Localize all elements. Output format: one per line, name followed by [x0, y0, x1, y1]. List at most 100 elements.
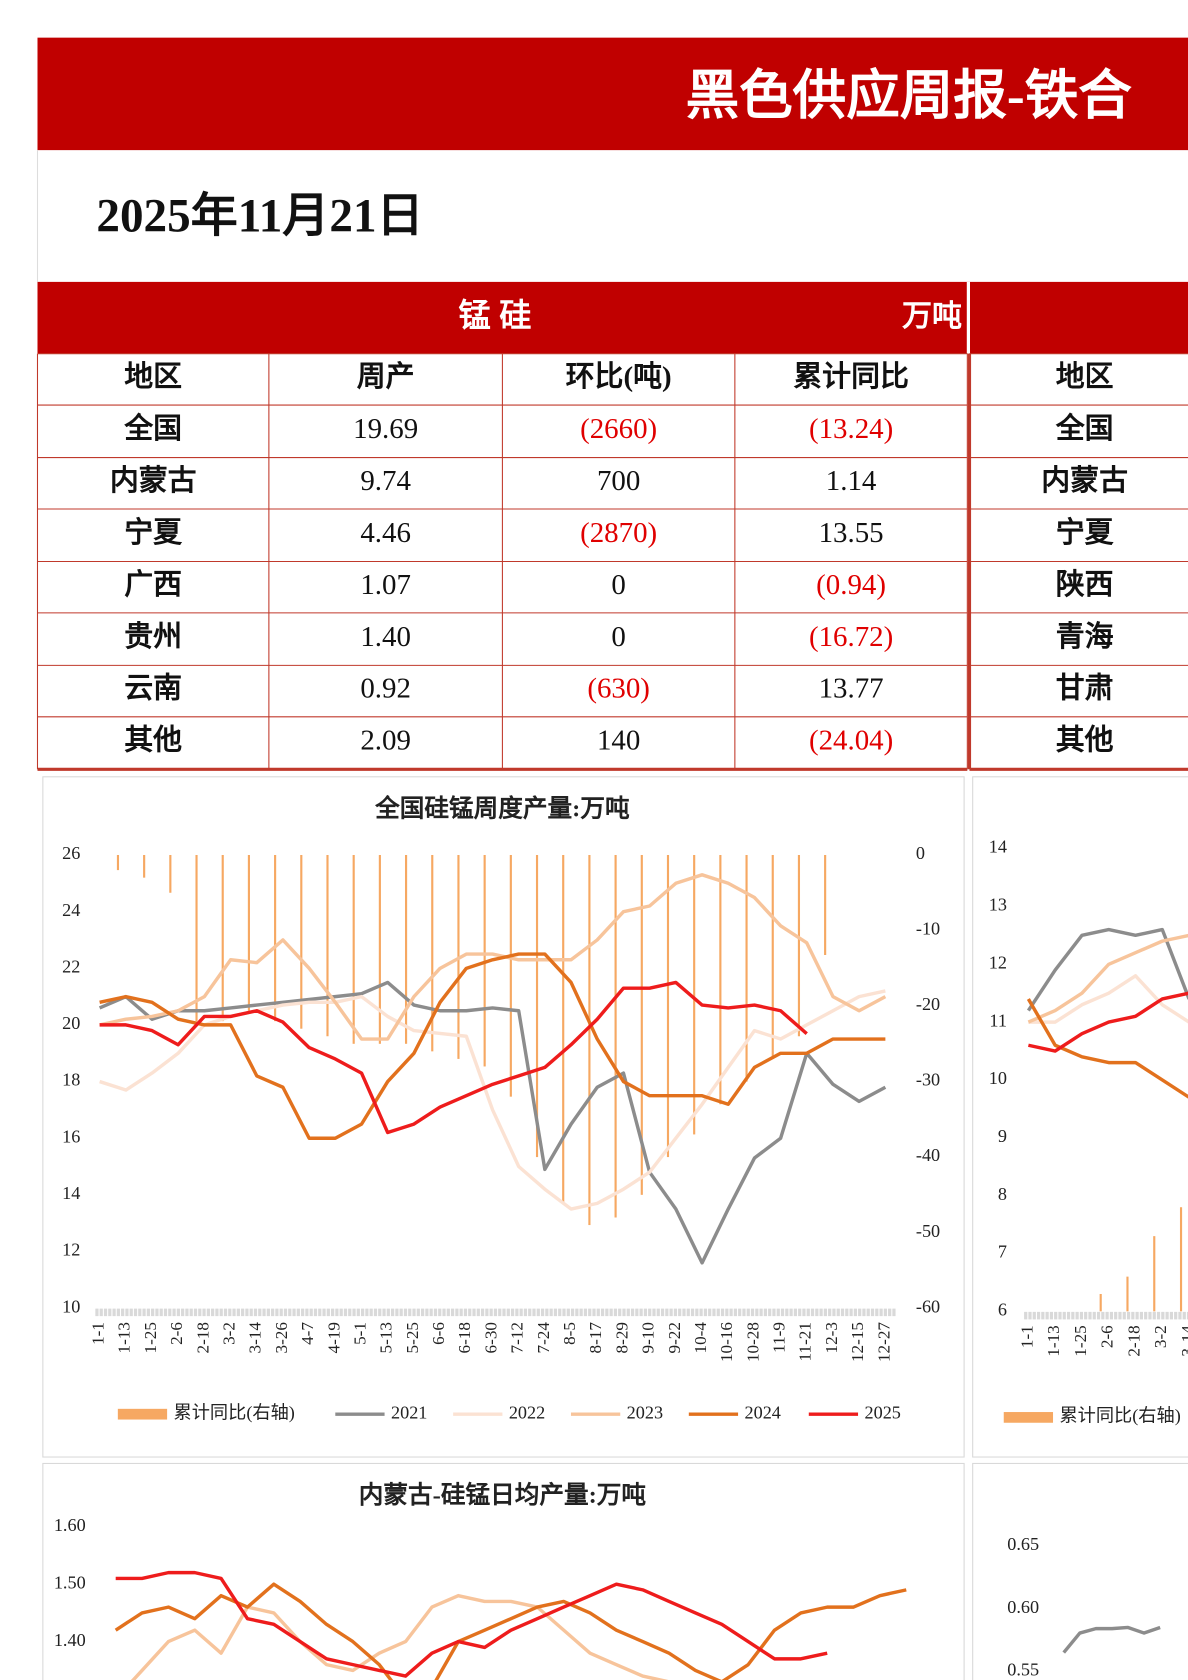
legend-label: 累计同比(右轴) [1059, 1406, 1180, 1427]
legend-label: 2025 [864, 1402, 900, 1422]
x-tick-label: 3-26 [272, 1322, 291, 1354]
bar [143, 854, 146, 878]
table-cell: (0.94) [816, 569, 886, 601]
x-tick-label: 2-18 [193, 1322, 212, 1353]
x-tick-label: 7-24 [534, 1322, 553, 1354]
column-header: 地区 [1056, 361, 1114, 393]
chart-panel [972, 1462, 1188, 1680]
table-cell: 甘肃 [1056, 673, 1114, 705]
x-tick-label: 1-1 [89, 1322, 108, 1345]
y-tick-label: 26 [62, 843, 80, 863]
y-tick-label: 14 [989, 837, 1007, 857]
bar [719, 854, 722, 1105]
bar [666, 854, 670, 1158]
series-line [1028, 974, 1188, 1024]
legend-swatch [1003, 1412, 1054, 1423]
title-band [37, 37, 1188, 151]
y-tick-label: 10 [62, 1296, 80, 1316]
y-tick-label: 0.60 [1007, 1597, 1039, 1617]
y2-tick-label: -40 [916, 1145, 940, 1165]
x-tick-label: 12-15 [848, 1322, 867, 1362]
y2-tick-label: 0 [916, 843, 925, 863]
x-tick-label: 2-6 [167, 1322, 186, 1345]
y-tick-label: 1.40 [54, 1630, 86, 1650]
x-tick-label: 1-25 [1071, 1325, 1090, 1356]
legend-label: 2021 [391, 1402, 427, 1422]
table-cell: (630) [587, 673, 650, 705]
series-line [1028, 991, 1188, 1053]
x-tick-label: 7-12 [508, 1322, 527, 1353]
x-tick-label: 12-27 [874, 1322, 893, 1362]
bar [1153, 1236, 1156, 1312]
bar [614, 854, 617, 1218]
chart-panel [972, 776, 1188, 1458]
bar [535, 854, 539, 1158]
y-tick-label: 6 [998, 1300, 1007, 1320]
bar [300, 854, 303, 1029]
x-tick-label: 9-10 [639, 1322, 658, 1353]
table-cell: 1.14 [826, 465, 877, 497]
column-header: 周产 [357, 361, 415, 393]
y-tick-label: 1.50 [54, 1572, 86, 1592]
bar [404, 854, 408, 1044]
x-tick-label: 5-25 [403, 1322, 422, 1353]
table-cell: 19.69 [353, 413, 418, 445]
table-cell: 700 [597, 465, 640, 497]
report-date: 2025年11月21日 [96, 191, 423, 243]
table-title: 锰硅 [459, 298, 540, 334]
bar [745, 854, 748, 1082]
bar [693, 854, 696, 1135]
chart: 6 7 8 9 10 11 12 13 14 1-1 1-13 1-25 2-6 2-18 3-2 3-14 累… [989, 837, 1188, 1427]
bar [195, 854, 198, 1022]
table-cell: 2.09 [360, 725, 411, 757]
x-tick-label: 1-25 [141, 1322, 160, 1353]
table-cell: 宁夏 [1056, 516, 1115, 549]
table-cell: 13.55 [819, 517, 884, 549]
bar [1099, 1293, 1102, 1312]
bar [326, 854, 329, 1037]
table-cell: 内蒙古 [110, 465, 197, 497]
table-cell: 云南 [124, 673, 182, 705]
legend-label: 累计同比(右轴) [174, 1402, 295, 1423]
chart: 全国硅锰周度产量:万吨101214161820222426-60-50-40-3… [62, 793, 940, 1423]
table-cell: 其他 [1056, 725, 1114, 757]
chart: 内蒙古-硅锰日均产量:万吨 1.40 1.50 1.60 [54, 1480, 907, 1680]
legend-label: 2023 [627, 1402, 663, 1422]
x-tick-label: 12-3 [822, 1322, 841, 1353]
y-tick-label: 9 [998, 1126, 1007, 1146]
x-tick-label: 3-2 [220, 1322, 239, 1345]
table-cell: 内蒙古 [1041, 465, 1128, 497]
x-tick-label: 8-29 [612, 1322, 631, 1353]
y2-tick-label: -30 [916, 1070, 940, 1090]
table-cell: 1.07 [360, 569, 411, 601]
bar [169, 854, 172, 893]
y2-tick-label: -10 [916, 919, 940, 939]
y-tick-label: 12 [62, 1240, 80, 1260]
series-line [1026, 998, 1188, 1099]
bar [431, 854, 434, 1052]
x-tick-label: 3-2 [1151, 1325, 1170, 1348]
table-cell: 广西 [124, 569, 182, 601]
table-cell: (13.24) [809, 413, 893, 445]
x-tick-label: 8-5 [560, 1322, 579, 1345]
y-tick-label: 10 [989, 1068, 1007, 1088]
x-tick-label: 10-4 [691, 1322, 710, 1354]
x-tick-label: 5-13 [377, 1322, 396, 1353]
x-tick-label: 3-14 [1178, 1325, 1188, 1357]
y-tick-label: 13 [989, 895, 1007, 915]
x-tick-label: 11-9 [770, 1322, 789, 1353]
table-cell: (24.04) [809, 725, 893, 757]
series-line [98, 980, 887, 1265]
y-tick-label: 8 [998, 1184, 1007, 1204]
y-tick-label: 1.60 [54, 1515, 86, 1535]
table-unit: 万吨 [902, 300, 962, 333]
bar [116, 854, 120, 871]
bar [824, 854, 827, 955]
legend-swatch [117, 1408, 168, 1420]
y2-tick-label: -20 [916, 994, 940, 1014]
series-line [1026, 927, 1188, 1012]
column-header: 地区 [124, 361, 182, 393]
report-title: 黑色供应周报-铁合 [686, 66, 1133, 126]
